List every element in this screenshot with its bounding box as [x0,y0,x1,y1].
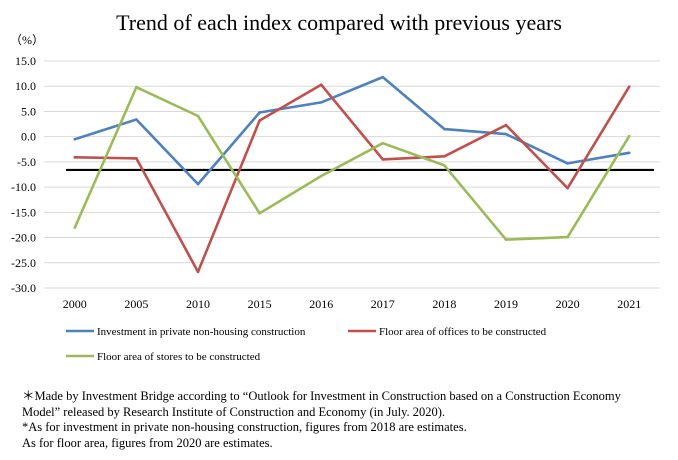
data-point [319,174,323,178]
data-point [627,85,631,89]
data-point [627,134,631,138]
series-3 [73,85,631,241]
x-tick-label: 2016 [309,297,333,311]
line-chart: （%） 15.0 10.0 5.0 0.0 -5.0 -10.0 -15.0 -20.0 -25.… [10,33,660,363]
data-point [258,111,261,114]
data-point [381,75,385,79]
series-line [73,83,631,274]
data-point [381,158,385,161]
series-line [73,75,631,186]
data-point [73,156,77,159]
data-point [443,155,446,158]
series-2 [73,83,631,274]
legend: Investment in private non-housing constr… [66,326,547,363]
y-tick-label: 0.0 [21,130,36,144]
note-line: Model” released by Research Institute of… [22,404,446,419]
data-point [196,270,200,274]
y-tick-label: -30.0 [11,281,36,295]
note-line: ＊Made by Investment Bridge according to … [22,389,621,403]
data-point [135,157,138,160]
x-tick-label: 2005 [124,297,148,311]
y-tick-label: -15.0 [11,205,36,219]
x-tick-label: 2015 [248,297,272,311]
legend-label: Floor area of stores to be constructed [97,351,261,363]
legend-label: Floor area of offices to be constructed [379,326,547,338]
data-point [504,238,508,241]
legend-label: Investment in private non-housing constr… [97,326,306,338]
data-point [566,186,569,190]
y-axis-unit-label: （%） [10,33,44,47]
y-tick-label: -10.0 [11,180,36,194]
data-point [258,212,261,215]
y-tick-label: -5.0 [17,155,36,169]
series-line [73,85,631,241]
source-notes: ＊Made by Investment Bridge according to … [22,389,672,451]
data-point [504,123,508,127]
x-tick-label: 2000 [63,297,87,311]
data-point [443,127,446,131]
data-point [135,118,138,121]
x-tick-label: 2021 [617,297,641,311]
axes: （%） 15.0 10.0 5.0 0.0 -5.0 -10.0 -15.0 -20.0 -25.… [10,33,641,311]
data-point [258,119,261,122]
data-point [319,101,323,104]
y-tick-label: -20.0 [11,231,36,245]
x-tick-label: 2017 [371,297,395,311]
x-tick-label: 2020 [556,297,580,311]
y-tick-label: 10.0 [15,79,36,93]
data-point [196,114,200,118]
data-point [196,182,200,186]
chart-title: Trend of each index compared with previo… [116,10,562,35]
x-tick-label: 2019 [494,297,518,311]
data-point [135,85,138,89]
series-1 [73,75,631,186]
data-point [319,83,323,87]
data-point [627,151,631,155]
data-point [381,141,385,145]
y-tick-label: -25.0 [11,256,36,270]
note-line: As for floor area, figures from 2020 are… [22,435,273,450]
data-point [566,162,569,165]
data-point [504,132,508,136]
y-tick-label: 15.0 [15,54,36,68]
data-point [73,137,77,141]
note-line: *As for investment in private non-housin… [22,420,467,434]
y-tick-label: 5.0 [21,104,36,118]
x-tick-label: 2010 [186,297,210,311]
gridlines [44,60,660,289]
x-tick-label: 2018 [432,297,456,311]
series-lines [73,75,631,274]
data-point [566,235,569,239]
data-point [443,164,446,167]
data-point [73,226,77,229]
